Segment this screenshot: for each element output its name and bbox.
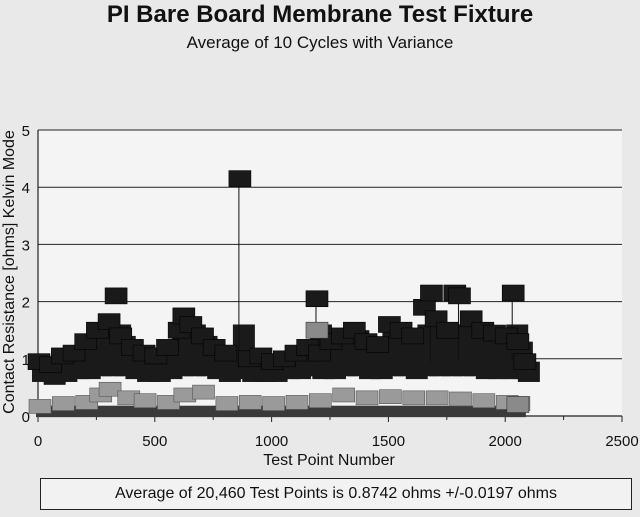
x-tick-label: 0: [34, 433, 42, 450]
low-series-point: [28, 399, 52, 414]
main-series-point: [420, 284, 443, 302]
low-series-point: [332, 387, 355, 403]
y-tick-label: 4: [22, 180, 30, 197]
main-series-point: [104, 287, 128, 305]
main-series-point: [506, 333, 530, 350]
low-series-point: [425, 390, 449, 406]
main-series-point: [501, 284, 525, 302]
low-series-point: [215, 396, 239, 411]
x-tick-label: 500: [142, 433, 167, 450]
main-series-point: [448, 287, 471, 305]
low-series-point: [379, 389, 402, 404]
highlight-point: [305, 321, 329, 339]
x-axis-label: Test Point Number: [263, 452, 395, 469]
baseline-band: [36, 405, 526, 418]
highlight-point: [506, 396, 530, 413]
main-series-point: [228, 170, 252, 187]
y-tick-label: 5: [22, 123, 30, 140]
main-series-point: [366, 336, 390, 353]
y-tick-label: 2: [22, 295, 30, 312]
low-series-point: [472, 393, 496, 409]
low-series-point: [262, 396, 285, 411]
low-series-point: [309, 393, 332, 409]
main-series-point: [436, 321, 460, 339]
y-tick-label: 0: [22, 409, 30, 426]
low-series-point: [98, 381, 122, 397]
low-series-point: [285, 395, 309, 410]
x-tick-label: 2500: [605, 433, 638, 450]
chart-title: PI Bare Board Membrane Test Fixture: [106, 1, 534, 28]
main-series-point: [156, 339, 179, 356]
main-series-point: [513, 353, 537, 370]
low-series-point: [52, 396, 75, 411]
low-series-point: [192, 384, 215, 400]
y-tick-label: 1: [22, 352, 30, 369]
x-tick-label: 1500: [372, 433, 405, 450]
low-series-point: [238, 395, 262, 410]
low-series-point: [133, 393, 157, 409]
low-series-point: [449, 391, 472, 407]
x-tick-label: 2000: [489, 433, 522, 450]
plot-area: 0 1 2 3 4 5 0 500 1000 1500 2000 2500: [22, 123, 639, 450]
main-series-point: [214, 344, 238, 362]
y-axis-label: Contact Resistance [ohms] Kelvin Mode: [1, 130, 18, 414]
summary-annotation: Average of 20,460 Test Points is 0.8742 …: [40, 478, 632, 510]
x-tick-label: 1000: [255, 433, 288, 450]
chart-subtitle: Average of 10 Cycles with Variance: [186, 33, 454, 52]
main-series-point: [401, 327, 425, 345]
main-series-point: [305, 290, 329, 308]
low-series-point: [355, 390, 379, 406]
main-series-point: [97, 313, 121, 330]
y-tick-label: 3: [22, 237, 30, 254]
low-series-point: [402, 390, 426, 406]
